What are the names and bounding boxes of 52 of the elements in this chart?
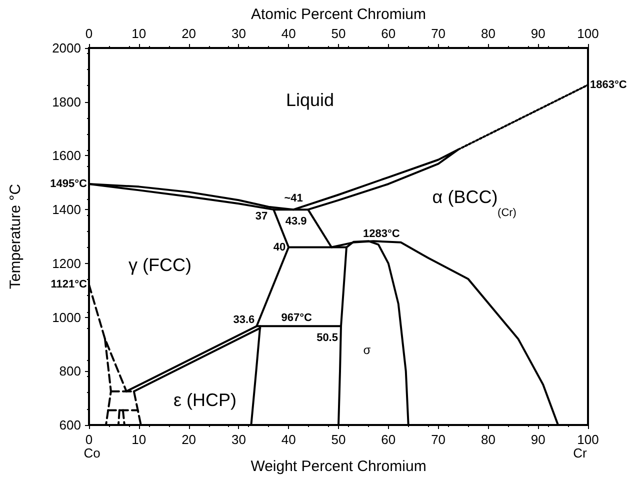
x2-tick-label: 40 (281, 26, 296, 41)
annotation: 37 (255, 210, 268, 223)
y-tick-label: 1000 (52, 310, 81, 325)
annotation: α (BCC) (432, 187, 498, 207)
y-tick-label: 1800 (52, 94, 81, 110)
annotation: γ (FCC) (128, 255, 192, 275)
annotation: 967°C (281, 312, 312, 324)
x2-tick-label: 80 (480, 26, 496, 41)
x2-tick-label: 90 (530, 26, 546, 41)
x2-tick-label: 50 (331, 26, 346, 41)
annotation: σ (363, 343, 372, 357)
x2-tick-label: 30 (231, 26, 246, 41)
x-tick-label: 20 (182, 432, 196, 447)
y-tick-label: 1600 (52, 148, 81, 164)
x-tick-label: 80 (480, 432, 496, 447)
annotation: 1863°C (590, 78, 627, 91)
annotation: 40 (273, 241, 286, 254)
annotation: 33.6 (233, 314, 255, 326)
x-tick-label: 0 (85, 432, 93, 447)
annotation: ε (HCP) (173, 390, 237, 410)
x2-axis-title: Atomic Percent Chromium (250, 6, 426, 24)
x-tick-label: 30 (231, 432, 246, 447)
x-axis-title: Weight Percent Chromium (250, 458, 426, 475)
y-axis-title: Temperature °C (7, 184, 24, 290)
annotation: 43.9 (285, 216, 307, 228)
y-tick-label: 1200 (52, 256, 81, 271)
annotation: 1495°C (50, 178, 88, 190)
annotation: 1283°C (363, 228, 400, 240)
x-tick-label: 70 (431, 432, 446, 447)
x2-tick-label: 0 (85, 26, 93, 41)
x2-tick-label: 20 (182, 26, 196, 41)
y-tick-label: 800 (59, 364, 81, 379)
annotation: ~41 (284, 192, 303, 205)
x-tick-label: 90 (530, 432, 546, 447)
x2-tick-label: 10 (132, 26, 146, 41)
y-tick-label: 2000 (52, 40, 81, 56)
annotation: 50.5 (316, 332, 338, 344)
text: Co (84, 446, 100, 460)
x2-tick-label: 70 (431, 26, 446, 41)
x-tick-label: 100 (577, 432, 599, 447)
x-tick-label: 40 (281, 432, 296, 447)
x2-tick-label: 60 (381, 26, 396, 41)
annotation: Liquid (286, 90, 334, 110)
x-tick-label: 10 (132, 432, 146, 447)
x2-tick-label: 100 (577, 26, 599, 41)
y-tick-label: 600 (59, 418, 81, 432)
y-tick-label: 1400 (52, 202, 81, 218)
x-tick-label: 50 (331, 432, 346, 447)
x-tick-label: 60 (381, 432, 396, 447)
text: Cr (573, 446, 588, 460)
annotation: (Cr) (498, 207, 516, 219)
annotation: 1121°C (50, 278, 88, 291)
